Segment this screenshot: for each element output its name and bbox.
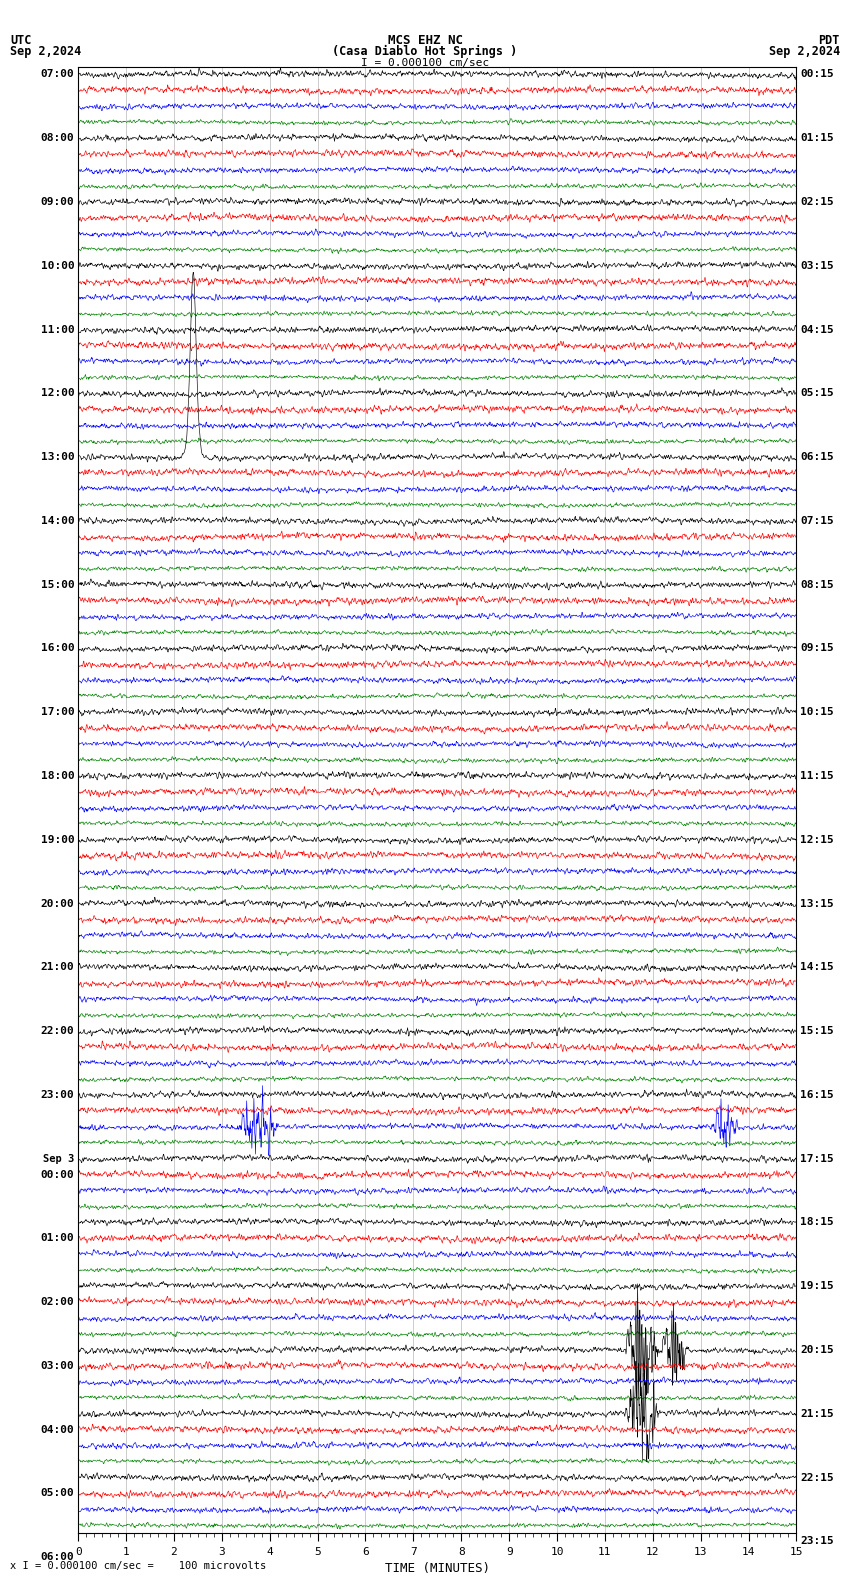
Text: 20:15: 20:15 [800,1345,834,1354]
Text: (Casa Diablo Hot Springs ): (Casa Diablo Hot Springs ) [332,44,518,59]
Text: 14:15: 14:15 [800,963,834,973]
Text: 00:15: 00:15 [800,70,834,79]
Text: 23:00: 23:00 [41,1090,75,1099]
Text: 22:00: 22:00 [41,1026,75,1036]
Text: 17:00: 17:00 [41,706,75,718]
Text: x I = 0.000100 cm/sec =    100 microvolts: x I = 0.000100 cm/sec = 100 microvolts [10,1562,266,1571]
Text: Sep 2,2024: Sep 2,2024 [768,44,840,59]
Text: 19:15: 19:15 [800,1281,834,1291]
Text: 07:15: 07:15 [800,516,834,526]
Text: 09:15: 09:15 [800,643,834,654]
Text: 06:00: 06:00 [41,1552,75,1562]
Text: 10:00: 10:00 [41,261,75,271]
Text: 05:15: 05:15 [800,388,834,398]
Text: 15:00: 15:00 [41,580,75,589]
Text: I = 0.000100 cm/sec: I = 0.000100 cm/sec [361,57,489,68]
Text: 18:00: 18:00 [41,771,75,781]
X-axis label: TIME (MINUTES): TIME (MINUTES) [385,1562,490,1574]
Text: 18:15: 18:15 [800,1218,834,1228]
Text: 06:15: 06:15 [800,451,834,463]
Text: 23:15: 23:15 [800,1536,834,1546]
Text: 04:00: 04:00 [41,1424,75,1435]
Text: 04:15: 04:15 [800,325,834,334]
Text: 19:00: 19:00 [41,835,75,844]
Text: 15:15: 15:15 [800,1026,834,1036]
Text: MCS EHZ NC: MCS EHZ NC [388,33,462,48]
Text: 17:15: 17:15 [800,1153,834,1164]
Text: 13:15: 13:15 [800,898,834,909]
Text: UTC: UTC [10,33,31,48]
Text: 14:00: 14:00 [41,516,75,526]
Text: 02:15: 02:15 [800,196,834,208]
Text: 11:00: 11:00 [41,325,75,334]
Text: 08:00: 08:00 [41,133,75,143]
Text: 09:00: 09:00 [41,196,75,208]
Text: 05:00: 05:00 [41,1489,75,1498]
Text: 21:00: 21:00 [41,963,75,973]
Text: 03:15: 03:15 [800,261,834,271]
Text: 16:00: 16:00 [41,643,75,654]
Text: 12:15: 12:15 [800,835,834,844]
Text: 08:15: 08:15 [800,580,834,589]
Text: 10:15: 10:15 [800,706,834,718]
Text: Sep 2,2024: Sep 2,2024 [10,44,82,59]
Text: 20:00: 20:00 [41,898,75,909]
Text: 00:00: 00:00 [41,1169,75,1180]
Text: 01:15: 01:15 [800,133,834,143]
Text: 22:15: 22:15 [800,1473,834,1483]
Text: 01:00: 01:00 [41,1234,75,1243]
Text: 03:00: 03:00 [41,1361,75,1370]
Text: 12:00: 12:00 [41,388,75,398]
Text: Sep 3: Sep 3 [43,1153,75,1164]
Text: 21:15: 21:15 [800,1408,834,1419]
Text: 13:00: 13:00 [41,451,75,463]
Text: 16:15: 16:15 [800,1090,834,1099]
Text: PDT: PDT [819,33,840,48]
Text: 02:00: 02:00 [41,1297,75,1307]
Text: 11:15: 11:15 [800,771,834,781]
Text: 07:00: 07:00 [41,70,75,79]
